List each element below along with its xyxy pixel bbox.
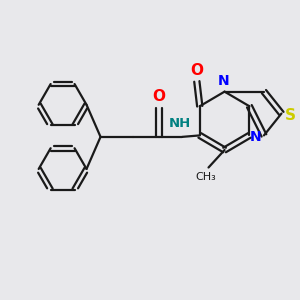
Text: O: O [152, 89, 165, 104]
Text: O: O [190, 63, 203, 78]
Text: N: N [217, 74, 229, 88]
Text: NH: NH [169, 117, 191, 130]
Text: N: N [250, 130, 262, 144]
Text: CH₃: CH₃ [196, 172, 217, 182]
Text: S: S [285, 108, 296, 123]
